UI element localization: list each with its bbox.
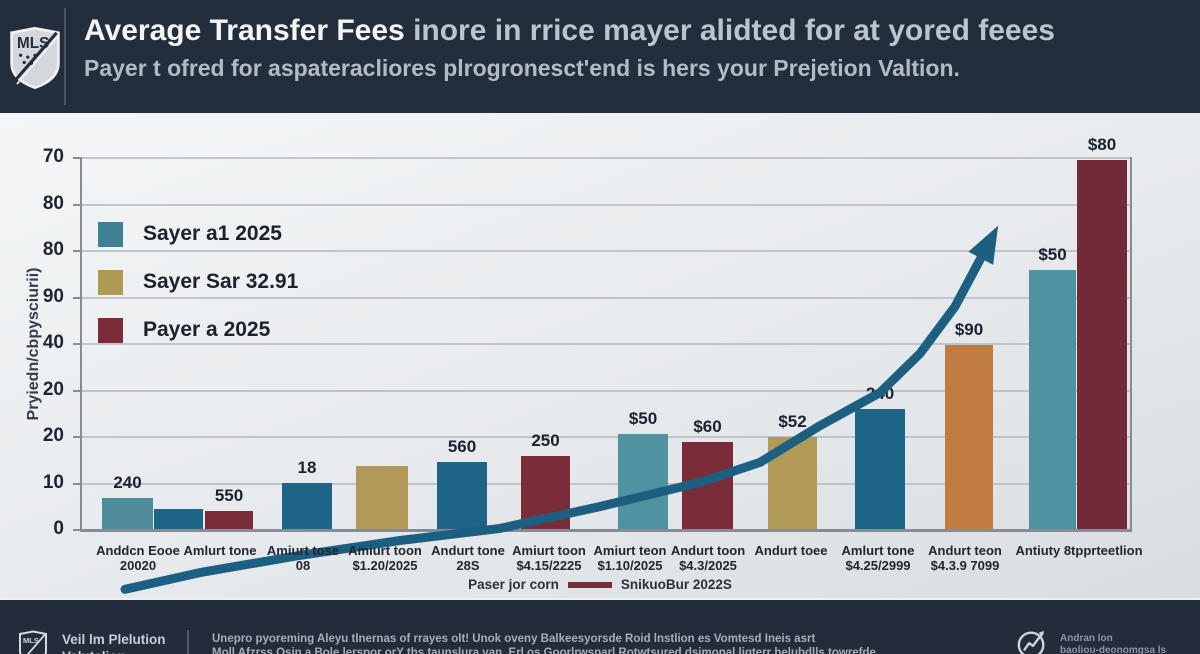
mls-shield-footer-icon: MLS xyxy=(19,630,47,654)
footer-note: Unepro pyoreming Aleyu tlnernas of rraye… xyxy=(212,632,876,654)
svg-text:MLS: MLS xyxy=(23,636,39,645)
chart-legend: Sayer a1 2025 Sayer Sar 32.91 Payer a 20… xyxy=(98,221,299,366)
bar-2 xyxy=(154,509,203,529)
y-axis-label: 40 xyxy=(42,332,64,353)
legend-item-1: Sayer a1 2025 xyxy=(98,221,298,247)
x-axis-label-4: Amiurt toon $1.20/2025 xyxy=(348,543,422,573)
bar-value-label: 550 xyxy=(214,485,244,505)
bar-10 xyxy=(768,436,817,529)
x-axis-label-1: Anddcn Eooe 20020 xyxy=(96,543,180,573)
bar-9 xyxy=(682,442,733,529)
footer-right-line2: baoliou-deonomgsa ls xyxy=(1060,645,1167,654)
footer-note-line1: Unepro pyoreming Aleyu tlnernas of rraye… xyxy=(212,633,816,645)
chart-footnote: Paser jor corn SnikuoBur 2022S xyxy=(0,577,1200,592)
mls-shield-logo-icon: MLS xyxy=(10,26,60,90)
bar-value-label: 18 xyxy=(297,457,317,477)
title-rest: inore in rrice mayer alidted for at yore… xyxy=(404,14,1055,47)
bar-7 xyxy=(521,455,570,529)
footer: MLS Veil lm Plelution Valutelion Unepro … xyxy=(0,598,1200,654)
bar-4 xyxy=(282,482,332,529)
y-axis-label: 20 xyxy=(42,378,64,400)
footer-brand: Veil lm Plelution Valutelion xyxy=(62,631,166,654)
x-axis-label-10: Amlurt tone $4.25/2999 xyxy=(841,543,915,573)
svg-text:MLS: MLS xyxy=(17,35,49,52)
footnote-prefix: Paser jor corn xyxy=(468,577,559,592)
bar-value-label: $52 xyxy=(778,411,807,431)
title-strong: Average Transfer Fees xyxy=(84,14,405,47)
trend-up-circle-icon xyxy=(1017,630,1045,654)
left-spine xyxy=(80,157,82,529)
y-axis-tick xyxy=(73,482,81,485)
bar-value-label: 240 xyxy=(113,472,142,492)
legend-swatch-teal xyxy=(98,221,123,247)
y-axis-tick xyxy=(73,250,81,252)
footer-note-line2: Moll Afzrss Osin a Bole lerspor orY ths … xyxy=(212,647,876,654)
gridline xyxy=(81,157,1131,159)
right-spine xyxy=(1130,157,1132,529)
legend-label-3: Payer a 2025 xyxy=(143,318,271,341)
legend-swatch-gold xyxy=(98,269,123,295)
y-axis-tick xyxy=(73,296,81,299)
y-axis-tick xyxy=(73,203,81,206)
bar-value-label: 250 xyxy=(531,430,560,450)
bar-value-label: 240 xyxy=(865,384,895,404)
y-axis-label: 80 xyxy=(42,239,64,260)
y-axis-label: 90 xyxy=(42,285,64,307)
bar-11 xyxy=(855,409,905,529)
y-axis-label: 20 xyxy=(42,425,64,446)
legend-swatch-red xyxy=(98,317,123,343)
footnote-line-swatch xyxy=(567,581,612,588)
bar-value-label: $80 xyxy=(1087,134,1117,154)
gridline xyxy=(81,203,1131,206)
y-axis-tick xyxy=(73,436,81,438)
bar-13 xyxy=(1029,269,1076,529)
legend-item-2: Sayer Sar 32.91 xyxy=(98,269,299,295)
page-subtitle: Payer t ofred for aspateracliores plrogr… xyxy=(84,55,960,81)
x-axis-label-8: Andurt toon $4.3/2025 xyxy=(670,543,746,573)
page-title: Average Transfer Fees inore in rrice may… xyxy=(84,14,1055,48)
bar-value-label: 560 xyxy=(447,437,477,457)
footer-divider xyxy=(187,630,189,654)
bottom-axis xyxy=(80,529,1132,532)
x-axis-label-6: Amiurt toon $4.15/2225 xyxy=(512,543,586,573)
y-axis-label: 0 xyxy=(53,518,64,539)
y-axis-tick xyxy=(73,157,81,159)
y-axis-label: 80 xyxy=(42,192,64,214)
footnote-suffix: SnikuoBur 2022S xyxy=(620,577,732,592)
y-axis-tick xyxy=(73,389,81,392)
bar-8 xyxy=(618,434,668,529)
legend-item-3: Payer a 2025 xyxy=(98,317,298,343)
y-axis-tick xyxy=(73,529,81,531)
bar-14 xyxy=(1077,159,1127,529)
x-axis-label-11: Andurt teon $4.3.9 7099 xyxy=(928,543,1002,573)
x-axis-label-7: Amiurt teon $1.10/2025 xyxy=(593,543,667,573)
y-axis-label: 70 xyxy=(42,146,64,167)
y-axis-tick xyxy=(73,343,81,345)
header-divider xyxy=(64,8,66,105)
y-axis-label: 10 xyxy=(42,471,64,493)
footer-right-line1: Andran lon xyxy=(1060,633,1113,644)
bar-12 xyxy=(945,344,993,529)
header: MLS Average Transfer Fees inore in rrice… xyxy=(0,0,1200,113)
footer-brand-line1: Veil lm Plelution xyxy=(62,632,166,647)
x-axis-label-5: Andurt tone 28S xyxy=(431,543,505,573)
footer-brand-line2: Valutelion xyxy=(62,648,166,654)
legend-label-2: Sayer Sar 32.91 xyxy=(143,270,299,293)
x-axis-label-2: Amlurt tone xyxy=(183,543,257,558)
legend-label-1: Sayer a1 2025 xyxy=(143,222,282,245)
footer-right-note: Andran lon baoliou-deonomgsa ls xyxy=(1060,633,1166,654)
bar-1 xyxy=(102,497,153,529)
bar-6 xyxy=(437,462,487,529)
x-axis-label-9: Andurt toee xyxy=(754,543,828,558)
x-axis-label-12: Antiuty 8tpprteetlion xyxy=(1015,543,1143,558)
bar-5 xyxy=(356,466,408,529)
bar-value-label: $50 xyxy=(1038,244,1067,264)
bar-value-label: $90 xyxy=(954,319,984,339)
bar-3 xyxy=(205,510,253,529)
bar-value-label: $60 xyxy=(693,417,722,437)
chart-canvas: Pryiedn/cbpysciurii) 70 80 80 90 40 20 20 10 0 2… xyxy=(0,113,1200,598)
x-axis-label-3: Amiurt tose 08 xyxy=(266,543,340,573)
